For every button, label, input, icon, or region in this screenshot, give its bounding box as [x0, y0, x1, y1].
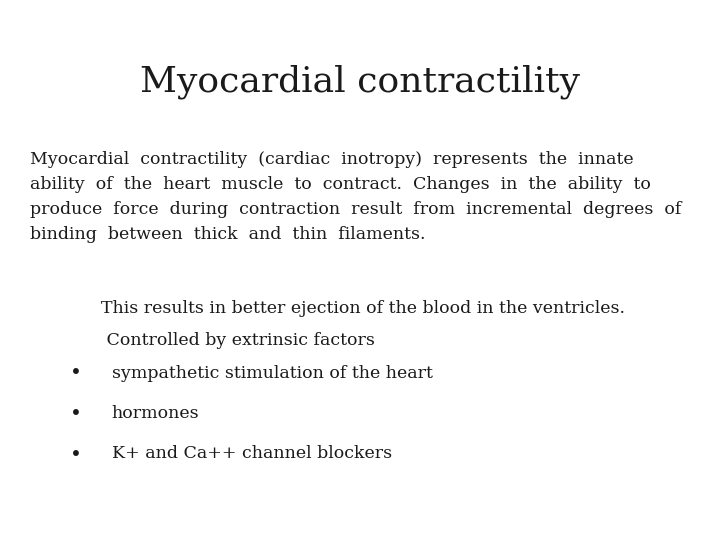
Text: Myocardial contractility: Myocardial contractility: [140, 65, 580, 99]
Text: sympathetic stimulation of the heart: sympathetic stimulation of the heart: [112, 364, 433, 381]
Text: •: •: [70, 364, 81, 383]
Text: •: •: [70, 405, 81, 424]
Text: Controlled by extrinsic factors: Controlled by extrinsic factors: [101, 332, 374, 349]
Text: hormones: hormones: [112, 405, 199, 422]
Text: Myocardial  contractility  (cardiac  inotropy)  represents  the  innate
ability : Myocardial contractility (cardiac inotro…: [30, 151, 682, 242]
Text: K+ and Ca++ channel blockers: K+ and Ca++ channel blockers: [112, 446, 392, 462]
Text: This results in better ejection of the blood in the ventricles.: This results in better ejection of the b…: [101, 300, 625, 316]
Text: •: •: [70, 446, 81, 464]
